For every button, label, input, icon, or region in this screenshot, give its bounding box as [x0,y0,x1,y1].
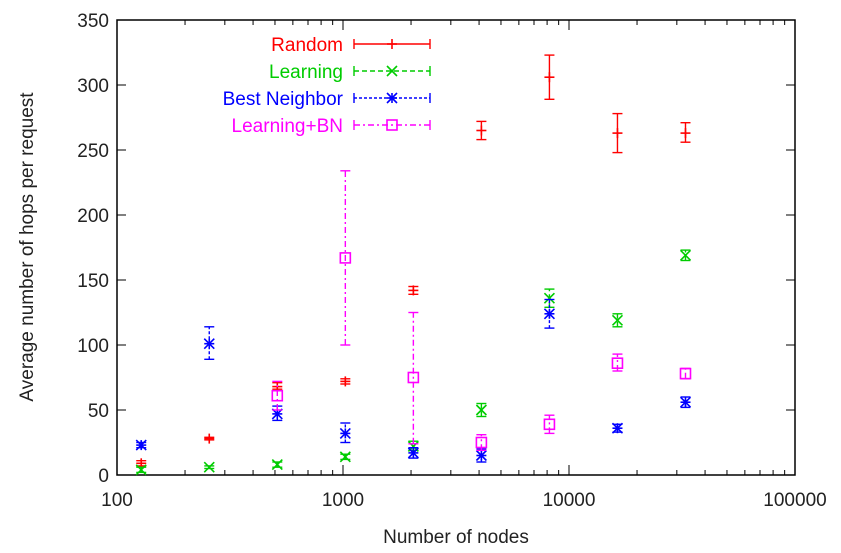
y-tick-label: 300 [77,76,109,97]
marker-star-b [543,308,555,320]
data-point [611,422,624,434]
y-tick-label: 0 [98,466,109,487]
data-point [612,112,623,154]
legend: Random Learning Best Neighbor Learning+BN [223,35,431,137]
x-tick-label: 100 [101,490,133,511]
marker-square [543,418,556,431]
marker-star-b [203,338,215,350]
y-axis-label: Average number of hops per request [17,92,38,402]
marker-square [339,252,352,264]
marker-x-b [339,451,351,463]
marker-star-b [135,439,147,451]
marker-star-b [611,422,624,434]
legend-item: Best Neighbor [223,89,431,110]
data-point [679,367,692,380]
marker-star-b [679,396,692,408]
y-tick-label: 200 [77,206,109,227]
series-learning-bn [271,170,692,451]
marker-star-b [475,449,487,462]
data-point [475,402,487,418]
y-tick-label: 100 [77,336,109,357]
data-point [543,414,556,435]
y-tick-label: 150 [77,271,109,292]
data-point [679,396,692,409]
data-point [135,464,147,476]
marker-star-b [407,447,419,459]
legend-item: Learning+BN [232,116,431,137]
marker-x-b [135,464,147,476]
marker-square [271,389,284,402]
marker-x-b [271,459,283,471]
x-tick-label: 10000 [543,490,596,511]
data-point [408,285,419,296]
data-point [611,353,624,372]
marker-square [407,371,420,384]
data-point [204,433,215,444]
data-point [543,298,555,329]
data-point [544,54,555,101]
marker-square [475,436,488,449]
x-axis-label: Number of nodes [383,527,529,548]
legend-label: Learning+BN [232,116,343,137]
marker-x-b [475,404,487,416]
y-tick-label: 250 [77,141,109,162]
data-point [271,380,284,411]
data-point [135,439,147,451]
y-tick-label: 350 [77,11,109,32]
x-tick-label: 100000 [763,490,826,511]
legend-label: Random [271,35,343,56]
marker-x-b [679,249,692,261]
marker-star-b [339,427,351,439]
data-point [339,170,352,346]
series-best-neighbor [135,298,692,463]
data-point [475,434,488,451]
legend-label: Learning [269,62,343,83]
data-point [543,288,555,308]
data-point [339,422,351,444]
data-point [679,249,692,262]
data-point [680,121,691,143]
data-point [203,461,215,473]
marker-x-b [543,292,555,304]
data-point [339,451,351,463]
data-point [271,459,283,471]
data-point [203,326,215,360]
axis-ticks: 0 50 100 150 200 250 300 350 100 1000 10000 100000 [77,11,826,511]
marker-x-b [386,65,398,77]
data-point [407,447,419,459]
x-tick-label: 1000 [322,490,364,511]
marker-square [679,367,692,380]
data-point [340,376,351,387]
data-point [407,311,420,445]
marker-square [611,357,624,370]
marker-x-b [611,314,624,326]
legend-label: Best Neighbor [223,89,344,110]
data-marks [135,54,692,476]
marker-star-b [386,92,398,104]
data-point [475,448,487,463]
data-point [611,313,624,328]
y-tick-label: 50 [88,401,109,422]
plot-frame [116,19,796,476]
legend-item: Learning [269,62,431,83]
marker-x-b [203,461,215,473]
marker-square [386,119,398,131]
data-point [476,120,487,141]
legend-item: Random [271,35,431,56]
